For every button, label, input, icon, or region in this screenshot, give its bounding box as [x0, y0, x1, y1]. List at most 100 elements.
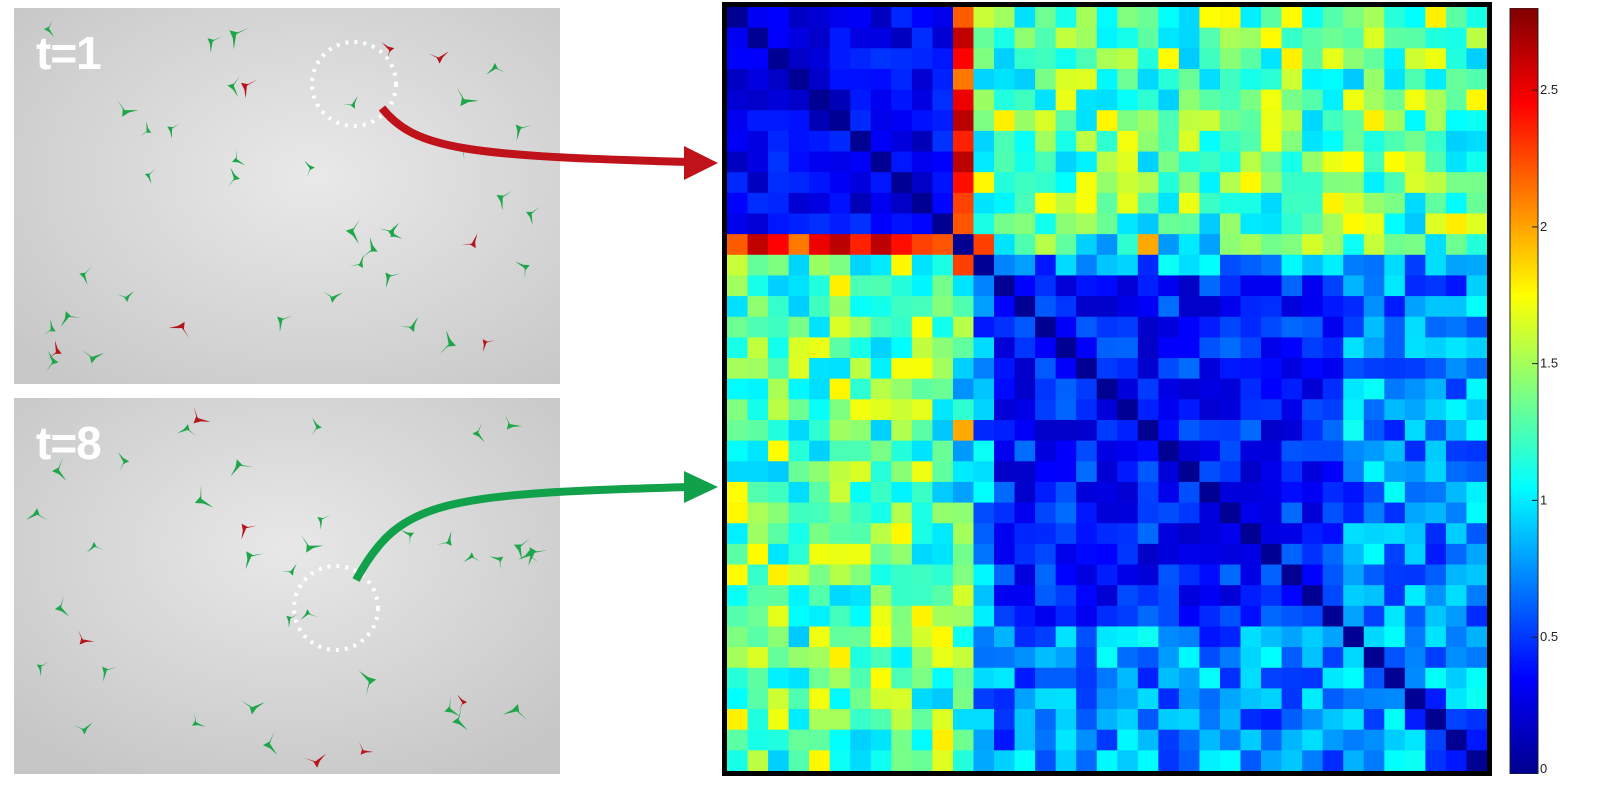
heatmap-cell — [1055, 89, 1077, 111]
heatmap-cell — [1261, 378, 1283, 400]
heatmap-cell — [1445, 502, 1468, 524]
heatmap-cell — [994, 605, 1016, 628]
heatmap-cell — [994, 296, 1016, 318]
heatmap-cell — [1014, 234, 1036, 256]
heatmap-cell — [1158, 234, 1180, 256]
heatmap-cell — [1384, 48, 1406, 70]
heatmap-cell — [1199, 7, 1221, 29]
heatmap-cell — [727, 27, 749, 49]
heatmap-cell — [1240, 296, 1262, 318]
heatmap-cell — [1322, 192, 1344, 215]
heatmap-cell — [1035, 502, 1057, 524]
heatmap-cell — [1445, 213, 1468, 235]
heatmap-cell — [727, 523, 749, 545]
heatmap-cell — [1055, 502, 1077, 524]
heatmap-cell — [1096, 7, 1118, 29]
heatmap-cell — [809, 234, 831, 256]
heatmap-cell — [1137, 316, 1159, 338]
heatmap-cell — [809, 461, 831, 483]
heatmap-cell — [1014, 543, 1036, 566]
heatmap-cell — [1219, 709, 1242, 731]
heatmap-cell — [1199, 709, 1221, 731]
heatmap-cell — [747, 110, 769, 132]
heatmap-cell — [911, 626, 933, 648]
heatmap-cell — [727, 709, 749, 731]
heatmap-cell — [1117, 337, 1139, 359]
heatmap-cell — [768, 564, 790, 586]
heatmap-cell — [1363, 543, 1385, 566]
heatmap-cell — [1281, 68, 1303, 91]
heatmap-cell — [1035, 316, 1057, 338]
heatmap-cell — [1117, 523, 1139, 545]
heatmap-cell — [1240, 172, 1262, 194]
heatmap-cell — [952, 440, 975, 462]
heatmap-cell — [1466, 48, 1487, 70]
heatmap-cell — [932, 234, 954, 256]
heatmap-cell — [994, 667, 1016, 690]
heatmap-cell — [1445, 172, 1468, 194]
heatmap-cell — [1219, 481, 1242, 504]
heatmap-cell — [1137, 68, 1159, 91]
heatmap-cell — [1445, 110, 1468, 132]
heatmap-cell — [932, 419, 954, 442]
heatmap-cell — [1014, 419, 1036, 442]
heatmap-cell — [1363, 440, 1385, 462]
heatmap-cell — [1137, 729, 1159, 751]
heatmap-cell — [850, 419, 872, 442]
heatmap-cell — [1384, 213, 1406, 235]
heatmap-cell — [1261, 750, 1283, 771]
heatmap-cell — [788, 585, 810, 607]
heatmap-cell — [952, 213, 975, 235]
heatmap-cell — [1076, 234, 1098, 256]
heatmap-cell — [768, 89, 790, 111]
heatmap-cell — [1014, 275, 1036, 297]
heatmap-cell — [1117, 688, 1139, 710]
heatmap-cell — [932, 440, 954, 462]
heatmap-cell — [1281, 481, 1303, 504]
heatmap-cell — [870, 502, 892, 524]
heatmap-cell — [1158, 130, 1180, 153]
heatmap-cell — [1302, 543, 1324, 566]
heatmap-cell — [1240, 688, 1262, 710]
heatmap-cell — [1425, 151, 1447, 173]
heatmap-cell — [870, 440, 892, 462]
heatmap-cell — [1199, 89, 1221, 111]
bird — [439, 330, 457, 355]
heatmap-cell — [1404, 89, 1426, 111]
bird — [207, 36, 223, 53]
heatmap-cell — [1117, 399, 1139, 421]
heatmap-cell — [891, 667, 913, 690]
heatmap-cell — [768, 48, 790, 70]
heatmap-cell — [1035, 709, 1057, 731]
heatmap-cell — [1219, 440, 1242, 462]
heatmap-cell — [1302, 27, 1324, 49]
heatmap-cell — [809, 337, 831, 359]
heatmap-cell — [1096, 419, 1118, 442]
heatmap-cell — [768, 399, 790, 421]
heatmap-cell — [1096, 667, 1118, 690]
heatmap-cell — [1466, 688, 1487, 710]
heatmap-cell — [727, 626, 749, 648]
heatmap-cell — [1384, 667, 1406, 690]
heatmap-cell — [809, 481, 831, 504]
heatmap-cell — [994, 234, 1016, 256]
heatmap-cell — [911, 523, 933, 545]
heatmap-cell — [1137, 130, 1159, 153]
heatmap-cell — [747, 316, 769, 338]
heatmap-cell — [1466, 275, 1487, 297]
heatmap-cell — [1343, 481, 1365, 504]
heatmap-cell — [973, 564, 995, 586]
heatmap-cell — [1343, 7, 1365, 29]
heatmap-cell — [911, 750, 933, 771]
heatmap-cell — [1199, 213, 1221, 235]
heatmap-cell — [788, 543, 810, 566]
heatmap-cell — [747, 378, 769, 400]
heatmap-cell — [1404, 213, 1426, 235]
heatmap-cell — [1281, 647, 1303, 669]
heatmap-cell — [1096, 68, 1118, 91]
heatmap-cell — [1055, 564, 1077, 586]
heatmap-cell — [850, 172, 872, 194]
heatmap-cell — [891, 296, 913, 318]
heatmap-cell — [1117, 213, 1139, 235]
heatmap-cell — [1466, 316, 1487, 338]
